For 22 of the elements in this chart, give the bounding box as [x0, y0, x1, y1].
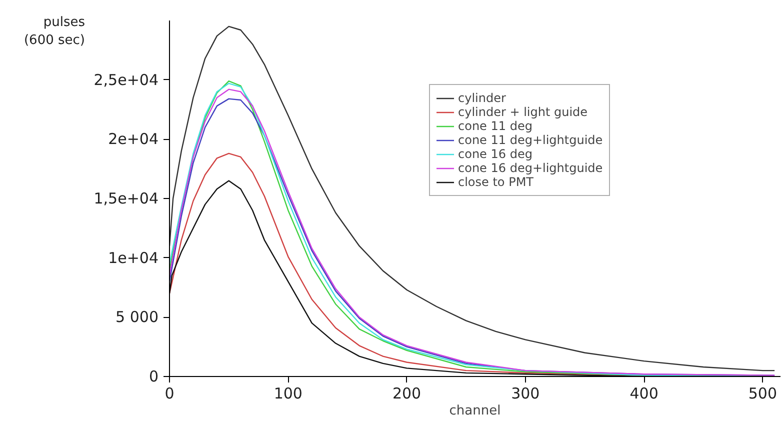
y-tick-label: 2,5e+04	[94, 70, 159, 89]
legend-label: close to PMT	[458, 175, 534, 189]
y-tick-label: 1e+04	[108, 248, 159, 267]
x-tick-label: 500	[748, 384, 778, 402]
x-tick-label: 0	[164, 384, 174, 402]
legend-label: cylinder + light guide	[458, 105, 588, 119]
y-tick-label: 5 000	[116, 308, 159, 326]
legend-label: cylinder	[458, 91, 506, 105]
x-tick-label: 200	[392, 384, 422, 402]
x-tick-label: 300	[511, 384, 540, 402]
legend-label: cone 16 deg+lightguide	[458, 161, 603, 175]
legend-label: cone 11 deg+lightguide	[458, 133, 603, 147]
x-axis-title: channel	[449, 404, 501, 418]
y-tick-label: 2e+04	[108, 130, 159, 148]
y-tick-label: 0	[148, 368, 159, 386]
legend-label: cone 16 deg	[458, 147, 532, 161]
legend-label: cone 11 deg	[458, 119, 532, 133]
y-axis-title: pulses (600 sec)	[24, 14, 85, 50]
x-tick-label: 100	[274, 384, 302, 402]
y-tick-label: 1,5e+04	[94, 190, 159, 208]
x-tick-label: 400	[630, 384, 658, 402]
line-series	[170, 26, 776, 372]
